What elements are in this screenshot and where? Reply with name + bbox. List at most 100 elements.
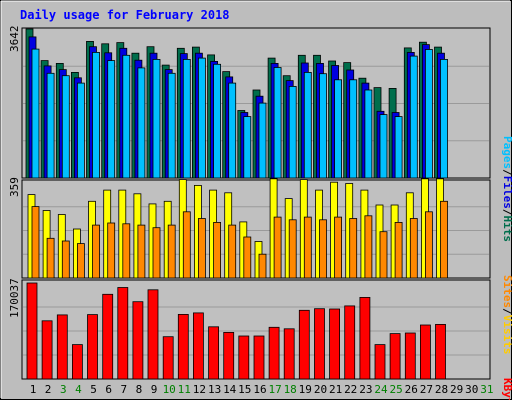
bar-kbytes-11 [177,313,189,380]
bar-sites-10 [167,224,176,279]
x-tick-label: 14 [223,383,237,396]
bar-pages-16 [258,102,267,179]
bar-kbytes-20 [314,308,325,380]
x-tick-label: 29 [450,383,463,396]
bar-kbytes-26 [404,332,416,380]
bar-pages-17 [273,67,282,179]
legend-kbytes: KBytes [501,378,512,400]
bar-sites-18 [288,219,297,279]
bar-pages-11 [182,59,191,179]
legend-sites: Sites [501,275,512,308]
bar-pages-24 [379,114,388,179]
bar-kbytes-24 [374,344,386,380]
bar-kbytes-28 [435,323,446,380]
x-tick-label: 22 [344,383,357,396]
bar-pages-13 [213,63,222,179]
bar-kbytes-9 [147,289,159,380]
bar-kbytes-8 [132,301,144,380]
bar-sites-21 [334,216,343,279]
x-tick-label: 25 [389,383,402,396]
x-tick-label: 8 [136,383,143,396]
bar-pages-4 [77,82,85,179]
legend-pages: Pages [501,136,512,169]
bar-sites-2 [46,237,55,279]
bar-sites-4 [77,243,85,279]
bar-pages-18 [288,86,297,179]
bar-kbytes-3 [56,314,68,380]
x-tick-label: 18 [284,383,297,396]
bar-kbytes-21 [329,308,341,380]
chart-title: Daily usage for February 2018 [20,8,230,22]
bar-sites-19 [303,216,312,279]
bar-kbytes-5 [87,314,98,380]
y-max-label-visits: 359 [8,177,21,197]
bar-pages-1 [31,48,40,179]
bar-sites-11 [182,211,191,279]
x-tick-label: 5 [90,383,97,396]
bar-sites-1 [31,206,40,279]
bar-sites-7 [122,223,131,279]
x-tick-label: 24 [374,383,388,396]
bar-sites-25 [394,221,403,279]
bar-pages-15 [243,116,252,179]
x-tick-label: 17 [268,383,281,396]
bar-sites-3 [61,240,70,279]
x-tick-label: 2 [45,383,52,396]
x-tick-label: 30 [465,383,478,396]
bar-kbytes-12 [192,312,204,380]
bar-sites-23 [364,215,373,279]
bar-sites-8 [137,224,146,279]
x-tick-label: 19 [299,383,312,396]
legend-visits: Sites/Visits [501,275,512,355]
x-tick-label: 15 [238,383,251,396]
bar-kbytes-2 [41,320,53,380]
bar-pages-26 [409,55,418,179]
bar-kbytes-13 [208,326,220,380]
bar-sites-24 [379,231,388,279]
bar-kbytes-22 [344,305,356,380]
bar-pages-22 [349,79,358,179]
bar-pages-19 [303,72,312,179]
x-tick-label: 16 [253,383,266,396]
legend-sep-1: / [501,169,512,176]
x-tick-label: 6 [105,383,112,396]
bar-kbytes-15 [238,335,250,380]
bar-sites-27 [424,211,433,279]
bar-sites-17 [273,216,282,279]
bar-kbytes-19 [298,309,310,380]
x-tick-label: 31 [480,383,493,396]
x-tick-label: 20 [314,383,327,396]
bar-pages-2 [46,72,55,179]
bar-sites-6 [107,222,116,279]
x-tick-label: 13 [208,383,221,396]
bar-pages-6 [107,60,116,179]
bar-sites-9 [152,227,161,279]
bar-pages-23 [364,89,373,179]
x-tick-label: 21 [329,383,342,396]
legend-sep-3: / [501,308,512,315]
x-tick-label: 3 [60,383,67,396]
bar-kbytes-7 [117,287,129,380]
bar-pages-28 [440,59,448,179]
x-tick-label: 4 [75,383,82,396]
bar-kbytes-25 [389,333,401,380]
x-tick-label: 28 [435,383,448,396]
x-tick-label: 27 [420,383,433,396]
bar-kbytes-23 [359,296,371,380]
bar-pages-25 [394,116,403,179]
bar-pages-5 [92,52,100,179]
legend-sep-2: / [501,209,512,216]
bar-pages-20 [319,73,327,179]
bar-sites-22 [349,218,358,279]
bar-sites-20 [319,219,327,279]
legend-files: Files [501,176,512,209]
bar-kbytes-27 [419,324,431,380]
legend-requests: Pages/Files/Hits [501,136,512,242]
bar-sites-13 [213,221,222,279]
bar-pages-27 [424,49,433,179]
bar-pages-9 [152,59,161,179]
legend-hits: Hits [501,216,512,243]
bar-pages-14 [228,82,237,179]
